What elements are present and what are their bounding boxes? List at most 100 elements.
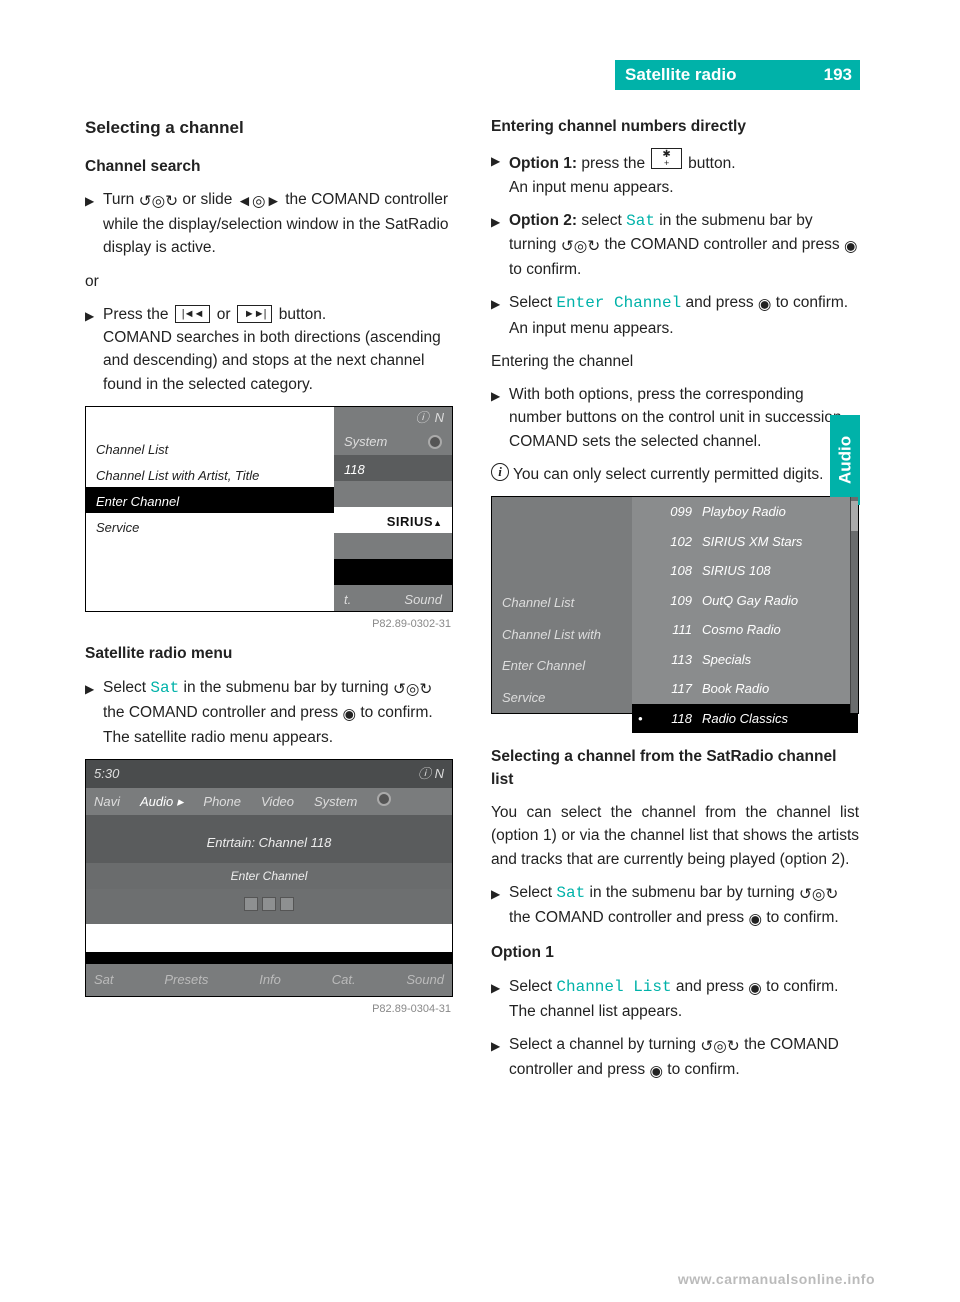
status-dot-icon bbox=[377, 792, 391, 806]
step-marker-icon: ▶ bbox=[85, 303, 103, 396]
column-right: Entering channel numbers directly ▶ Opti… bbox=[491, 115, 859, 1094]
figure-caption: P82.89-0304-31 bbox=[85, 1001, 453, 1018]
channel-row: •118Radio Classics bbox=[632, 704, 858, 734]
scrollbar bbox=[850, 497, 858, 713]
press-icon: ◉ bbox=[844, 235, 858, 258]
turn-icon: ↺◎↻ bbox=[700, 1035, 740, 1058]
press-icon: ◉ bbox=[748, 908, 762, 931]
header-bar: Satellite radio 193 bbox=[615, 60, 860, 90]
step-press-seek: ▶ Press the |◄◄ or ►►| button. COMAND se… bbox=[85, 303, 453, 396]
bottom-nav-item: Cat. bbox=[332, 970, 356, 990]
step-body: Option 1: press the ✱+ button. An input … bbox=[509, 148, 859, 199]
main-line: Entrtain: Channel 118 bbox=[86, 815, 452, 863]
code-sat: Sat bbox=[626, 212, 655, 230]
bottom-nav-item: Info bbox=[259, 970, 281, 990]
channel-row: 113Specials bbox=[632, 645, 858, 675]
press-icon: ◉ bbox=[748, 977, 762, 1000]
step-body: Turn ↺◎↻ or slide ◄◎► the COMAND control… bbox=[103, 188, 453, 260]
heading-sat-menu: Satellite radio menu bbox=[85, 642, 453, 665]
slide-icon: ◄◎► bbox=[237, 190, 281, 213]
next-button-icon: ►►| bbox=[237, 305, 273, 323]
watermark: www.carmanualsonline.info bbox=[678, 1269, 875, 1290]
step-select-enter-channel: ▶ Select Enter Channel and press ◉ to co… bbox=[491, 291, 859, 340]
step-body: Press the |◄◄ or ►►| button. COMAND sear… bbox=[103, 303, 453, 396]
heading-selecting-channel: Selecting a channel bbox=[85, 115, 453, 141]
step-body: Select Enter Channel and press ◉ to conf… bbox=[509, 291, 859, 340]
menu-item: Channel List bbox=[492, 587, 632, 619]
code-enter-channel: Enter Channel bbox=[556, 294, 681, 312]
bottom-nav-item: Sound bbox=[406, 970, 444, 990]
nav-item: System bbox=[314, 792, 357, 812]
step-marker-icon: ▶ bbox=[491, 383, 509, 453]
channel-row: 108SIRIUS 108 bbox=[632, 556, 858, 586]
step-marker-icon: ▶ bbox=[491, 881, 509, 932]
figure-satradio-menu-list: Channel List Channel List with Artist, T… bbox=[85, 406, 453, 612]
time-label: 5:30 bbox=[94, 764, 119, 784]
text-entering-channel: Entering the channel bbox=[491, 350, 859, 373]
step-marker-icon: ▶ bbox=[491, 1033, 509, 1084]
turn-icon: ↺◎↻ bbox=[799, 883, 839, 906]
step-turn-slide: ▶ Turn ↺◎↻ or slide ◄◎► the COMAND contr… bbox=[85, 188, 453, 260]
step-body: Select a channel by turning ↺◎↻ the COMA… bbox=[509, 1033, 859, 1084]
heading-enter-direct: Entering channel numbers directly bbox=[491, 115, 859, 138]
section-title: Satellite radio bbox=[625, 62, 736, 88]
paragraph: You can select the channel from the chan… bbox=[491, 801, 859, 871]
channel-row: 117Book Radio bbox=[632, 674, 858, 704]
step-marker-icon: ▶ bbox=[491, 291, 509, 340]
code-sat: Sat bbox=[150, 679, 179, 697]
heading-option1: Option 1 bbox=[491, 941, 859, 964]
figure-caption: P82.89-0302-31 bbox=[85, 616, 453, 633]
step-marker-icon: ▶ bbox=[491, 209, 509, 282]
figure-channel-list: Channel List Channel List with Enter Cha… bbox=[491, 496, 859, 714]
page-number: 193 bbox=[824, 62, 852, 88]
channel-number: 118 bbox=[334, 455, 452, 481]
step-body: Select Sat in the submenu bar by turning… bbox=[103, 676, 453, 750]
status-dot-icon bbox=[428, 435, 442, 449]
press-icon: ◉ bbox=[649, 1060, 663, 1083]
turn-icon: ↺◎↻ bbox=[393, 678, 433, 701]
step-marker-icon: ▶ bbox=[491, 975, 509, 1024]
step-option2: ▶ Option 2: select Sat in the submenu ba… bbox=[491, 209, 859, 282]
step-body: With both options, press the correspondi… bbox=[509, 383, 859, 453]
step-select-channel-list: ▶ Select Channel List and press ◉ to con… bbox=[491, 975, 859, 1024]
menu-item: Service bbox=[492, 682, 632, 714]
bottom-nav-item: Sat bbox=[94, 970, 114, 990]
nav-item: Phone bbox=[203, 792, 241, 812]
info-note: i You can only select currently permitte… bbox=[491, 463, 859, 486]
column-left: Selecting a channel Channel search ▶ Tur… bbox=[85, 115, 453, 1094]
step-body: Select Channel List and press ◉ to confi… bbox=[509, 975, 859, 1024]
heading-select-from-list: Selecting a channel from the SatRadio ch… bbox=[491, 745, 859, 792]
info-icon: i bbox=[491, 463, 509, 481]
step-press-numbers: ▶ With both options, press the correspon… bbox=[491, 383, 859, 453]
code-sat: Sat bbox=[556, 884, 585, 902]
menu-item: Channel List bbox=[86, 435, 334, 461]
step-marker-icon: ▶ bbox=[85, 188, 103, 260]
channel-row: 102SIRIUS XM Stars bbox=[632, 527, 858, 557]
star-button-icon: ✱+ bbox=[651, 148, 681, 169]
step-marker-icon: ▶ bbox=[85, 676, 103, 750]
menu-item: Channel List with bbox=[492, 619, 632, 651]
step-body: Option 2: select Sat in the submenu bar … bbox=[509, 209, 859, 282]
prev-button-icon: |◄◄ bbox=[175, 305, 211, 323]
press-icon: ◉ bbox=[758, 293, 772, 316]
nav-item: Video bbox=[261, 792, 294, 812]
nav-item: Navi bbox=[94, 792, 120, 812]
figure-enter-channel: 5:30ⓘ N Navi Audio ▸ Phone Video System … bbox=[85, 759, 453, 997]
note-body: You can only select currently permitted … bbox=[513, 463, 859, 486]
channel-row: 111Cosmo Radio bbox=[632, 615, 858, 645]
nav-item-active: Audio ▸ bbox=[140, 792, 183, 812]
turn-icon: ↺◎↻ bbox=[561, 235, 601, 258]
step-option1: ▶ Option 1: press the ✱+ button. An inpu… bbox=[491, 148, 859, 199]
step-body: Select Sat in the submenu bar by turning… bbox=[509, 881, 859, 932]
turn-icon: ↺◎↻ bbox=[139, 190, 179, 213]
menu-item: Enter Channel bbox=[492, 650, 632, 682]
input-squares bbox=[86, 889, 452, 925]
code-channel-list: Channel List bbox=[556, 978, 671, 996]
channel-row: 109OutQ Gay Radio bbox=[632, 586, 858, 616]
heading-channel-search: Channel search bbox=[85, 155, 453, 178]
press-icon: ◉ bbox=[342, 703, 356, 726]
bottom-nav-item: Presets bbox=[164, 970, 208, 990]
side-tab-audio: Audio bbox=[830, 415, 860, 505]
sub-line: Enter Channel bbox=[86, 863, 452, 889]
text-or: or bbox=[85, 270, 453, 293]
